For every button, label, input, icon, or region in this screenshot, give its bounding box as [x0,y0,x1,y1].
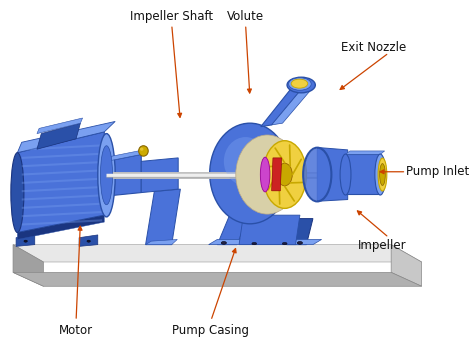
Ellipse shape [98,134,115,217]
Polygon shape [13,245,421,262]
Text: Motor: Motor [59,324,93,337]
Text: Exit Nozzle: Exit Nozzle [341,41,406,54]
Ellipse shape [252,243,256,245]
Ellipse shape [210,123,290,224]
Ellipse shape [277,163,292,186]
Polygon shape [22,178,102,184]
Text: Volute: Volute [227,10,264,23]
Polygon shape [346,151,384,154]
Polygon shape [22,219,102,226]
Polygon shape [346,154,380,194]
Ellipse shape [289,78,311,90]
Polygon shape [22,144,102,151]
Ellipse shape [340,154,351,195]
Polygon shape [146,239,177,245]
Ellipse shape [87,240,91,242]
Polygon shape [107,154,141,196]
Polygon shape [37,123,81,149]
Ellipse shape [291,79,308,88]
Polygon shape [209,239,322,245]
Polygon shape [261,88,302,127]
Polygon shape [272,87,313,125]
Text: Impeller: Impeller [358,239,406,252]
Polygon shape [22,153,102,159]
Polygon shape [146,189,181,245]
Polygon shape [317,147,348,201]
Ellipse shape [380,164,385,185]
Ellipse shape [100,146,112,205]
Polygon shape [13,272,421,286]
Ellipse shape [24,240,27,242]
Ellipse shape [139,146,148,156]
Ellipse shape [221,242,227,244]
Polygon shape [22,169,102,176]
Text: Pump Inlet: Pump Inlet [406,165,470,178]
Polygon shape [22,194,102,201]
Polygon shape [217,208,252,245]
Ellipse shape [263,141,306,208]
Polygon shape [239,215,300,245]
Text: Impeller Shaft: Impeller Shaft [130,10,213,23]
Polygon shape [107,150,144,161]
Ellipse shape [11,153,24,232]
Polygon shape [16,235,35,246]
Text: Pump Casing: Pump Casing [172,324,249,337]
Polygon shape [18,132,104,232]
Ellipse shape [375,154,386,195]
Polygon shape [391,245,421,286]
Ellipse shape [297,242,302,244]
Polygon shape [22,203,102,209]
Polygon shape [13,245,44,286]
Polygon shape [18,215,104,239]
Polygon shape [22,211,102,217]
Ellipse shape [378,158,387,191]
Polygon shape [37,118,82,134]
Polygon shape [79,235,98,246]
Polygon shape [18,121,115,153]
Polygon shape [22,186,102,192]
Ellipse shape [283,243,287,245]
Ellipse shape [140,148,144,151]
Ellipse shape [224,137,267,186]
Polygon shape [272,158,282,191]
Ellipse shape [304,149,331,201]
Polygon shape [22,161,102,167]
Polygon shape [287,219,313,245]
Ellipse shape [287,77,315,93]
Ellipse shape [260,157,270,192]
Polygon shape [141,158,178,193]
Ellipse shape [236,135,299,214]
